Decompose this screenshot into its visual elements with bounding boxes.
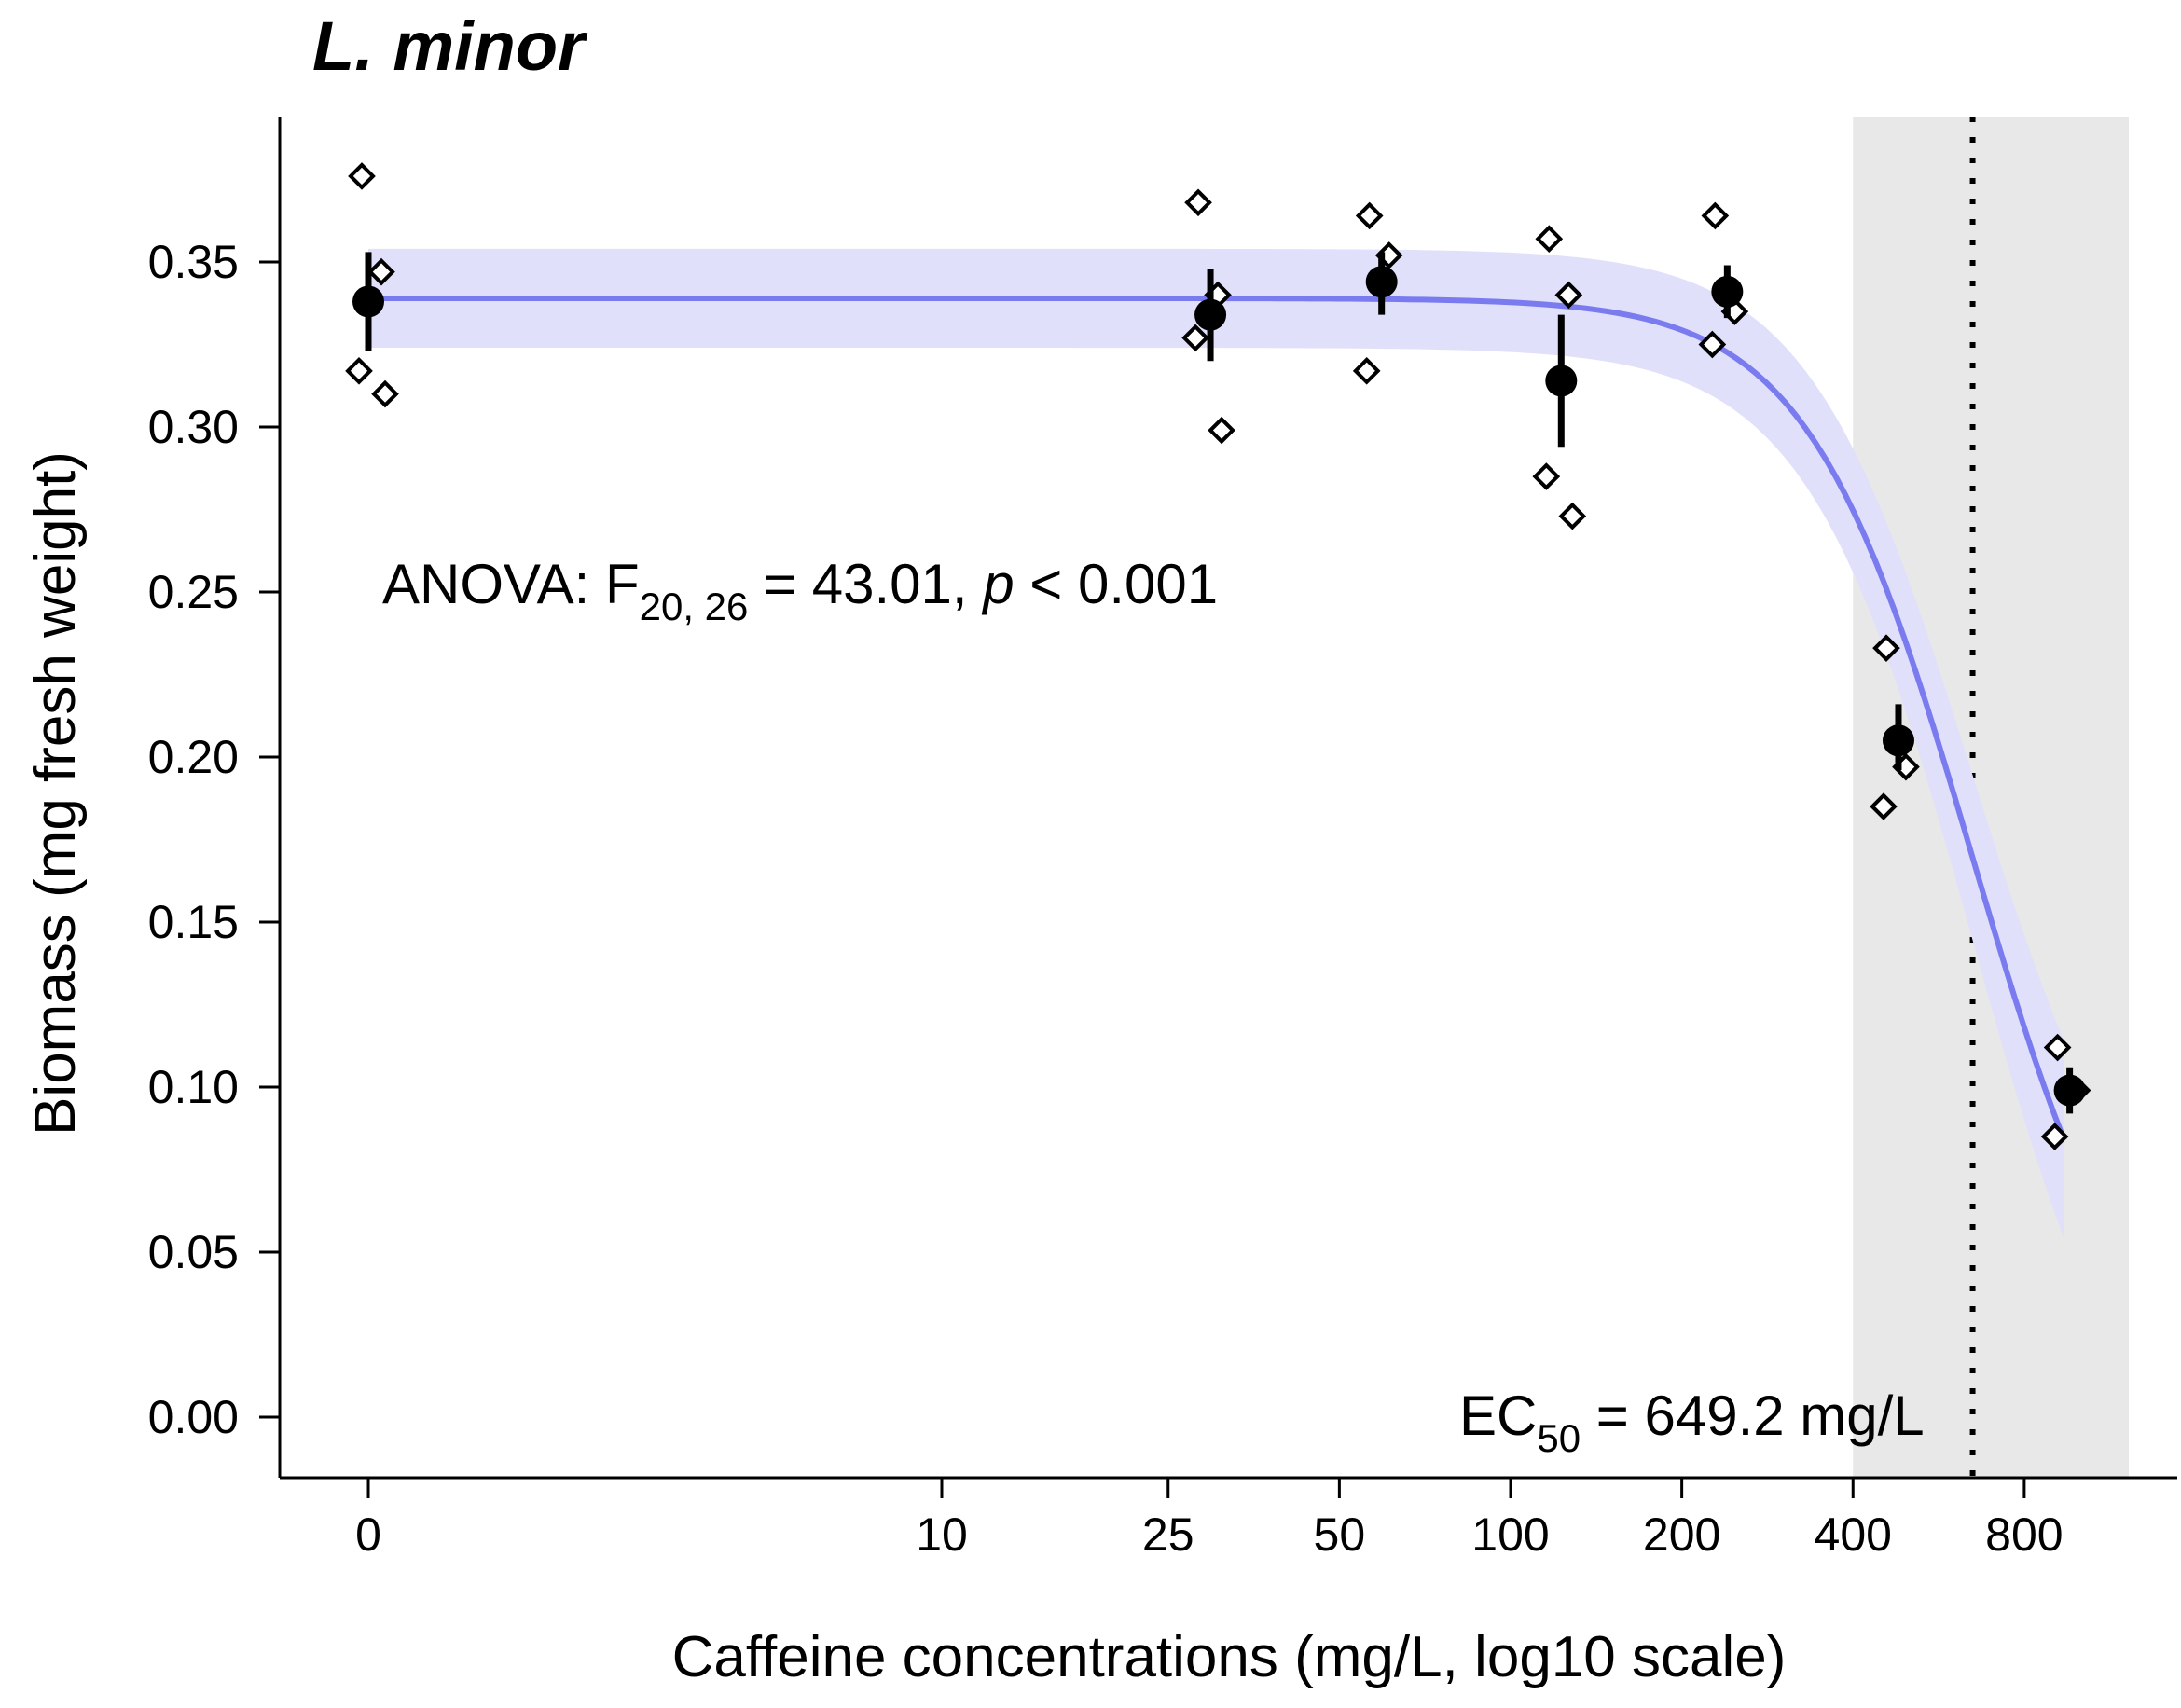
ec50-subscript: 50 [1537,1416,1581,1460]
x-tick-label: 400 [1815,1508,1892,1561]
confidence-band-layer [368,248,2064,1239]
replicate-point [1535,225,1564,254]
replicate-point [1208,416,1235,445]
y-tick-label: 0.00 [148,1391,239,1443]
mean-point [1365,266,1398,298]
mean-point [1882,724,1914,757]
mean-point [1194,298,1227,331]
replicate-point [1554,281,1583,310]
background-layer [1853,117,2129,1478]
y-tick-label: 0.30 [148,401,239,453]
mean-point [352,285,384,318]
x-axis-title: Caffeine concentrations (mg/L, log10 sca… [672,1625,1787,1689]
replicate-point [2040,1123,2069,1150]
x-tick-label: 800 [1985,1508,2063,1561]
replicate-point [1870,792,1898,820]
replicate-point [1184,188,1212,217]
replicate-point [1181,324,1209,352]
mean-point [2053,1074,2086,1107]
y-tick-label: 0.35 [148,236,239,288]
anova-df-subscript: 20, 26 [640,585,749,628]
x-tick-label: 50 [1314,1508,1366,1561]
anova-prefix: ANOVA: F [382,553,640,615]
replicate-point [1355,201,1384,230]
ticks-layer: 0 10 25 50 100 200 400 800 0.00 0.05 0.10 0.15 0.20 0… [148,236,2064,1561]
y-axis-title: Biomass (mg fresh weight) [23,451,88,1136]
replicate-point [2043,1033,2072,1062]
mean-point [1711,275,1744,308]
x-tick-label: 100 [1471,1508,1549,1561]
replicate-point [348,162,376,190]
replicate-point [367,257,395,286]
replicate-point [1872,634,1900,663]
anova-p-symbol: p [981,553,1014,615]
shaded-high-dose-region [1853,117,2129,1478]
y-tick-label: 0.25 [148,566,239,618]
replicate-point [345,356,373,385]
y-tick-label: 0.20 [148,731,239,783]
replicate-points-layer [345,162,2091,1150]
chart-title: L. minor [312,7,588,85]
x-tick-label: 200 [1643,1508,1720,1561]
replicate-point [1532,462,1561,490]
anova-statistic: = 43.01, [748,553,983,615]
y-tick-label: 0.15 [148,896,239,948]
anova-p-value: < 0.001 [1015,553,1219,615]
mean-point [1545,365,1578,397]
x-tick-label: 10 [916,1508,968,1561]
confidence-band [368,248,2064,1239]
replicate-point [371,379,399,408]
replicate-point [1698,330,1727,359]
mean-points-layer [352,252,2086,1114]
x-tick-label: 25 [1142,1508,1194,1561]
ec50-value: = 649.2 mg/L [1581,1384,1925,1447]
x-tick-label: 0 [355,1508,381,1561]
y-tick-label: 0.10 [148,1061,239,1113]
ec50-annotation: EC50 = 649.2 mg/L [1459,1384,1925,1460]
replicate-point [1558,502,1587,530]
replicate-point [1701,201,1730,230]
anova-annotation: ANOVA: F20, 26 = 43.01, p < 0.001 [382,553,1218,628]
replicate-point [1374,241,1403,269]
replicate-point [1352,356,1381,385]
ec50-prefix: EC [1459,1384,1537,1447]
y-tick-label: 0.05 [148,1226,239,1278]
